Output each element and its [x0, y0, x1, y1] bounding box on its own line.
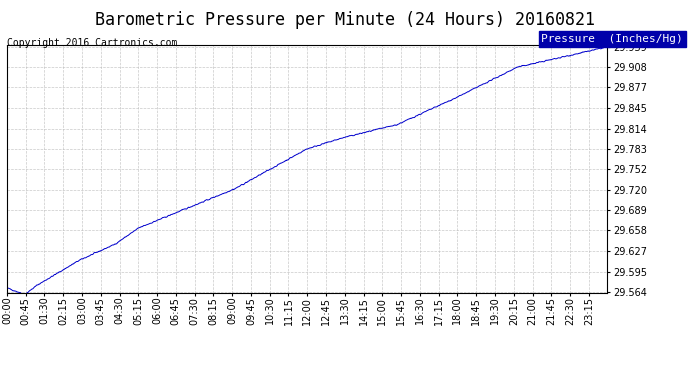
Text: Copyright 2016 Cartronics.com: Copyright 2016 Cartronics.com: [7, 38, 177, 48]
Text: Pressure  (Inches/Hg): Pressure (Inches/Hg): [542, 34, 683, 44]
Text: Barometric Pressure per Minute (24 Hours) 20160821: Barometric Pressure per Minute (24 Hours…: [95, 11, 595, 29]
